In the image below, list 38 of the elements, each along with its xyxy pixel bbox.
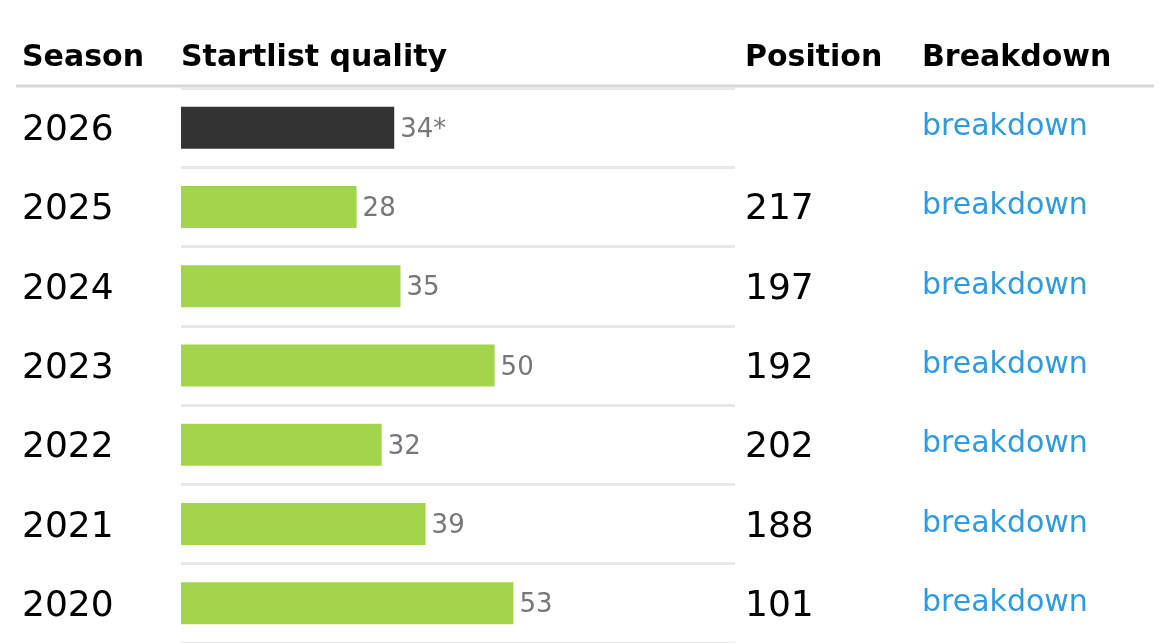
y-tick-label: 2026 [22,107,114,149]
y-tick-label: 2022 [22,424,114,466]
y-axis-title: Season [22,37,145,73]
bar [181,344,495,387]
text: breakdown [922,265,1088,301]
bar [181,423,382,466]
text: breakdown [922,345,1088,380]
y-tick-label: 2020 [22,582,114,624]
data-label: 32 [387,429,421,460]
data-label: 53 [519,588,553,619]
text: Breakdown [922,37,1112,73]
text: breakdown [922,186,1088,222]
text: breakdown [922,582,1088,618]
y2-tick-label: 188 [745,503,814,545]
bar [181,503,426,546]
text: Position [745,37,883,73]
bar [181,185,357,228]
y-tick-label: 2021 [22,503,114,545]
y2-tick-label: 101 [745,582,814,624]
y-tick-label: 2023 [22,345,114,386]
y2-tick-label: 202 [745,424,814,466]
bar [181,265,401,308]
data-label: 50 [500,350,534,381]
data-label: 28 [362,191,396,222]
y2-tick-label: 192 [745,345,814,386]
text: breakdown [922,424,1088,460]
data-label: 34* [400,112,447,143]
y-tick-label: 2024 [22,265,114,307]
y2-tick-label: 197 [745,265,814,307]
text: breakdown [922,107,1088,143]
y-tick-label: 2025 [22,186,114,228]
data-label: 39 [431,509,465,540]
text: breakdown [922,503,1088,539]
bar [181,582,514,625]
data-label: 35 [406,271,440,302]
y2-tick-label: 217 [745,186,814,228]
bar [181,106,395,149]
x-axis-title: Startlist quality [181,37,448,73]
